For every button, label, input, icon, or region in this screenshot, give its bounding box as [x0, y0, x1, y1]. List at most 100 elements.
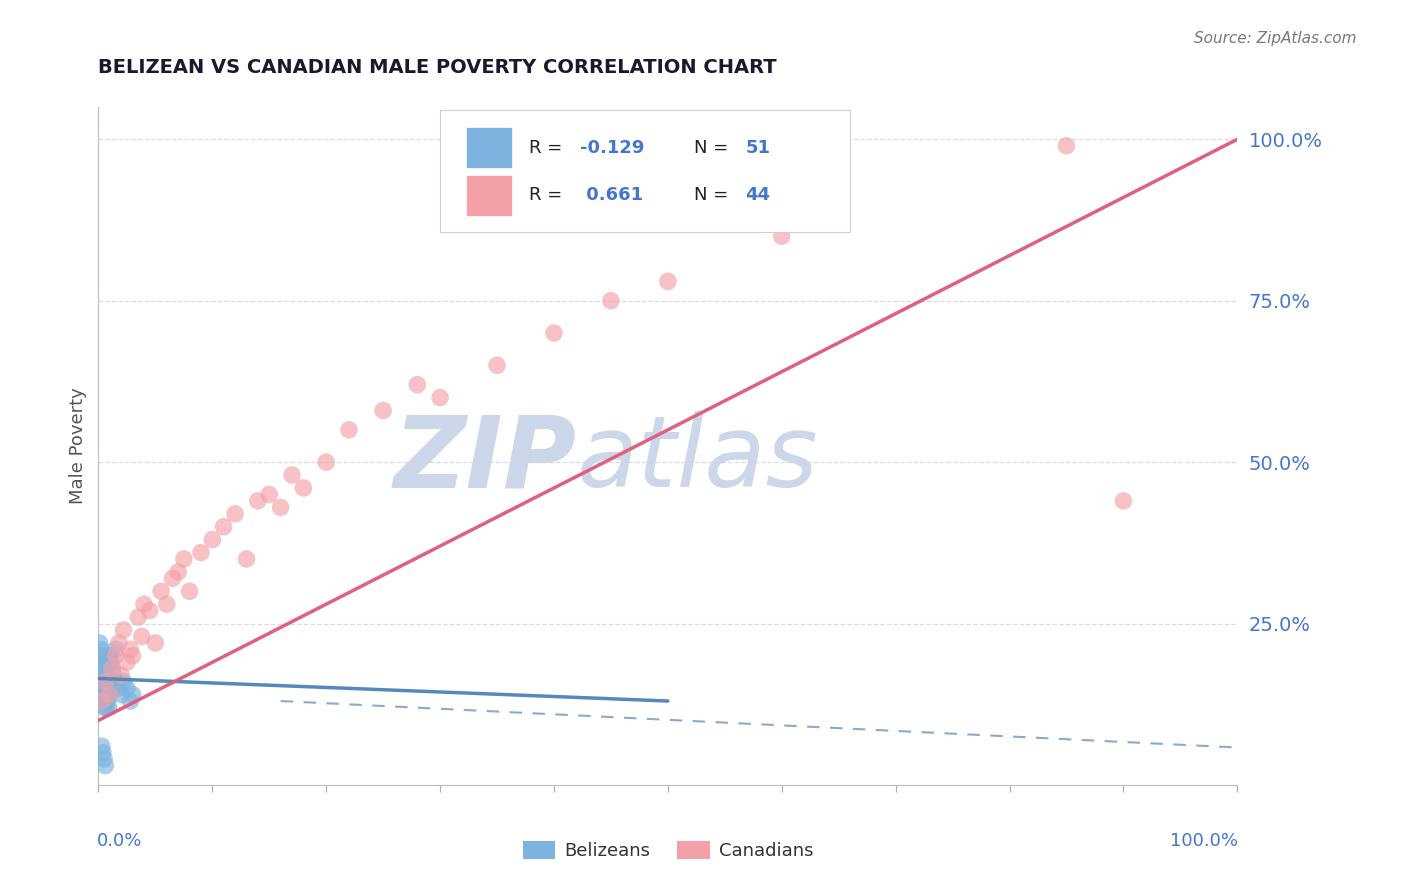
Text: 100.0%: 100.0%	[1170, 832, 1239, 850]
Point	[90, 674, 112, 689]
Point	[89, 636, 111, 650]
Text: atlas: atlas	[576, 411, 818, 508]
Point	[543, 326, 565, 340]
Point	[138, 604, 160, 618]
Point	[91, 674, 114, 689]
Point	[96, 700, 118, 714]
Point	[91, 694, 114, 708]
Point	[94, 674, 117, 689]
Point	[108, 636, 131, 650]
Text: 51: 51	[745, 138, 770, 157]
Point	[90, 681, 112, 695]
Point	[162, 571, 184, 585]
Point	[89, 648, 111, 663]
Point	[90, 668, 112, 682]
Point	[97, 681, 120, 695]
Point	[406, 377, 429, 392]
Point	[224, 507, 246, 521]
Point	[90, 662, 112, 676]
Point	[337, 423, 360, 437]
Point	[167, 565, 190, 579]
Y-axis label: Male Poverty: Male Poverty	[69, 388, 87, 504]
Point	[91, 668, 114, 682]
Point	[90, 694, 112, 708]
Point	[93, 752, 115, 766]
Point	[94, 758, 117, 772]
Legend: Belizeans, Canadians: Belizeans, Canadians	[516, 834, 820, 867]
Point	[93, 700, 115, 714]
Point	[101, 662, 124, 676]
Point	[270, 500, 292, 515]
Point	[132, 597, 155, 611]
Point	[91, 688, 114, 702]
Point	[1112, 494, 1135, 508]
Text: -0.129: -0.129	[581, 138, 644, 157]
Text: 0.661: 0.661	[581, 186, 644, 204]
Point	[145, 636, 167, 650]
Point	[156, 597, 179, 611]
Point	[108, 681, 131, 695]
Point	[96, 674, 118, 689]
Point	[96, 668, 118, 682]
Point	[101, 662, 124, 676]
Point	[104, 648, 127, 663]
Point	[98, 688, 121, 702]
Point	[150, 584, 173, 599]
Point	[93, 681, 115, 695]
Point	[179, 584, 201, 599]
Point	[90, 642, 112, 657]
Point	[371, 403, 394, 417]
Point	[292, 481, 315, 495]
Point	[98, 674, 121, 689]
Point	[93, 662, 115, 676]
Point	[93, 668, 115, 682]
Text: N =: N =	[695, 186, 734, 204]
Text: R =: R =	[529, 138, 568, 157]
Text: 0.0%: 0.0%	[97, 832, 142, 850]
Point	[112, 623, 135, 637]
Point	[90, 655, 112, 669]
Point	[101, 681, 124, 695]
Point	[131, 630, 153, 644]
Point	[235, 552, 257, 566]
Point	[120, 642, 142, 657]
Point	[121, 648, 143, 663]
Point	[96, 688, 118, 702]
Point	[315, 455, 337, 469]
Point	[281, 468, 304, 483]
Point	[1054, 138, 1078, 153]
Point	[486, 359, 509, 373]
Point	[212, 519, 235, 533]
Point	[201, 533, 224, 547]
Text: Source: ZipAtlas.com: Source: ZipAtlas.com	[1194, 31, 1357, 46]
Point	[115, 681, 138, 695]
Point	[90, 674, 112, 689]
Point	[173, 552, 195, 566]
Text: N =: N =	[695, 138, 734, 157]
Point	[429, 391, 451, 405]
Point	[120, 694, 142, 708]
Point	[94, 681, 117, 695]
Point	[246, 494, 269, 508]
Point	[115, 655, 138, 669]
Point	[127, 610, 149, 624]
Point	[89, 662, 111, 676]
Point	[259, 487, 281, 501]
Point	[104, 674, 127, 689]
Point	[110, 668, 132, 682]
Point	[657, 274, 679, 288]
Point	[91, 746, 114, 760]
Point	[600, 293, 623, 308]
Point	[104, 642, 127, 657]
Point	[190, 545, 212, 559]
Point	[90, 681, 112, 695]
Point	[770, 229, 793, 244]
Text: BELIZEAN VS CANADIAN MALE POVERTY CORRELATION CHART: BELIZEAN VS CANADIAN MALE POVERTY CORREL…	[98, 58, 778, 77]
Text: R =: R =	[529, 186, 568, 204]
FancyBboxPatch shape	[440, 111, 851, 233]
Point	[98, 648, 121, 663]
Point	[94, 674, 117, 689]
Text: 44: 44	[745, 186, 770, 204]
Point	[103, 668, 125, 682]
Point	[121, 688, 143, 702]
